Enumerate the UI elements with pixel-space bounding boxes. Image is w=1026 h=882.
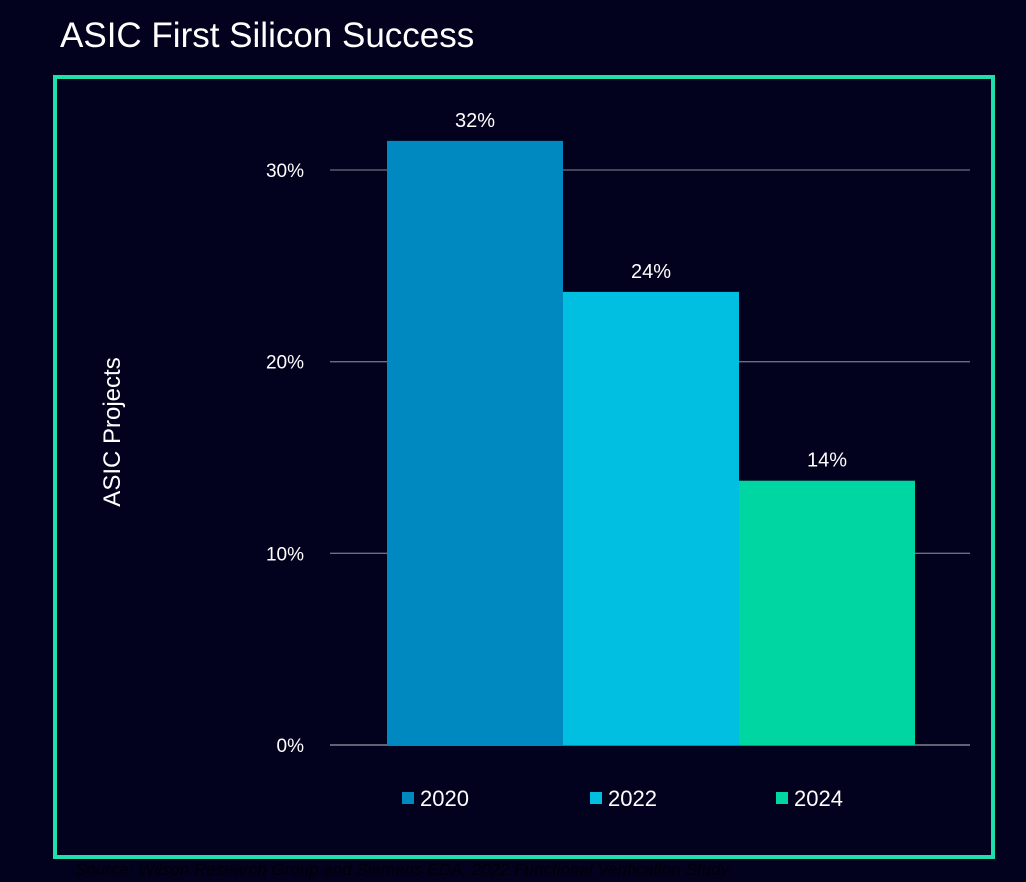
legend-label: 2020 [420,786,469,811]
data-label: 32% [455,110,495,132]
bar-2022 [563,291,739,745]
data-label: 14% [807,450,847,472]
chart-frame [53,75,995,859]
y-tick-label: 10% [266,544,304,565]
source-note: Source: Wilson Research Group and Siemen… [75,860,730,879]
legend-label: 2022 [608,786,657,811]
legend-swatch-2024 [776,792,788,804]
y-tick-label: 0% [277,736,305,757]
legend-swatch-2020 [402,792,414,804]
legend-label: 2024 [794,786,843,811]
bar-2024 [739,480,915,745]
data-label: 24% [631,261,671,283]
y-tick-label: 30% [266,161,304,182]
y-axis-label: ASIC Projects [99,357,126,506]
bar-2020 [387,140,563,745]
y-tick-label: 20% [266,353,304,374]
legend-swatch-2022 [590,792,602,804]
chart-title: ASIC First Silicon Success [60,16,475,55]
